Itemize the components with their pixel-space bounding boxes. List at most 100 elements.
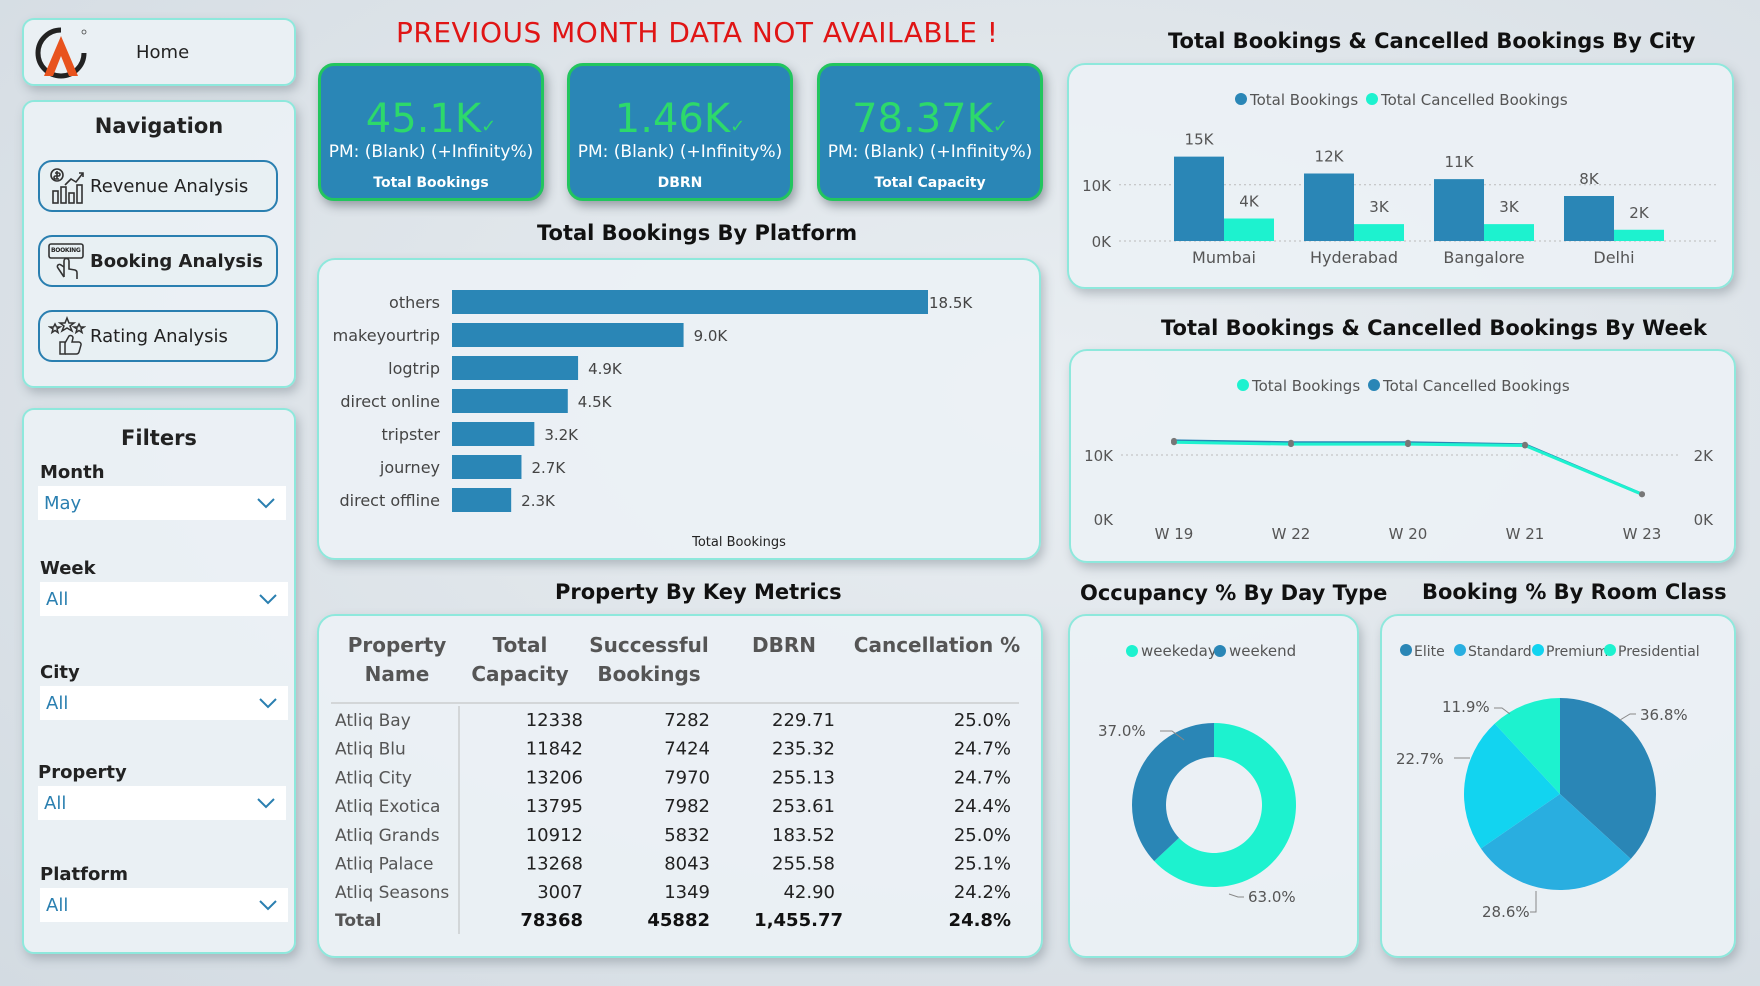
city-bar-chart: Total Bookings Total Cancelled Bookings 0K…	[1082, 91, 1719, 267]
filter-month-value: May	[44, 492, 82, 514]
kpi-dbrn: 1.46K✓ PM: (Blank) (+Infinity%) DBRN	[567, 63, 793, 201]
table-cell: 235.32	[772, 739, 835, 760]
table-cell-property: Atliq Seasons	[335, 883, 449, 903]
table-cell-property: Atliq Grands	[335, 826, 440, 846]
city-data-label: 4K	[1239, 193, 1260, 211]
platform-category-label: logtrip	[388, 359, 440, 378]
platform-data-label: 18.5K	[929, 294, 973, 312]
table-cell-property: Atliq Palace	[335, 855, 434, 875]
roomclass-pie-chart: Elite Standard Premium Presidential 36.8% 28.…	[1396, 644, 1700, 921]
legend-label: Total Cancelled Bookings	[1380, 91, 1568, 109]
week-category-label: W 23	[1623, 525, 1662, 543]
legend-label: Total Bookings	[1249, 91, 1358, 109]
city-bar-total-bookings	[1564, 196, 1614, 241]
table-cell: 5832	[664, 825, 710, 846]
filters-panel: Filters Month May Week All City All Prop…	[22, 408, 296, 954]
y-right-tick-label: 0K	[1694, 511, 1715, 529]
nav-revenue-analysis-button[interactable]: Revenue Analysis	[38, 160, 278, 212]
city-bar-cancelled-bookings	[1224, 218, 1274, 241]
legend-label: weekend	[1229, 642, 1296, 660]
booking-badge-text: BOOKING	[51, 247, 81, 254]
table-cell-property: Atliq Blu	[335, 740, 406, 760]
label-leader-line	[1160, 730, 1185, 741]
city-category-label: Delhi	[1593, 248, 1634, 267]
city-category-label: Hyderabad	[1310, 248, 1398, 267]
week-point-total	[1171, 439, 1177, 446]
platform-chart-card: others 18.5K makeyourtrip 9.0K logtrip 4.9K di…	[317, 258, 1041, 560]
table-cell: 255.58	[772, 854, 835, 875]
platform-category-label: direct offline	[339, 491, 440, 510]
legend-marker	[1532, 644, 1544, 656]
previous-month-warning: PREVIOUS MONTH DATA NOT AVAILABLE !	[396, 16, 999, 49]
legend-label: Total Cancelled Bookings	[1382, 377, 1570, 395]
platform-category-label: makeyourtrip	[333, 326, 440, 345]
occupancy-slice-weekend	[1132, 723, 1214, 862]
occupancy-slice-weekeday	[1154, 723, 1296, 887]
roomclass-chart-card: Elite Standard Premium Presidential 36.8% 28.…	[1380, 614, 1736, 958]
y-tick-label: 0K	[1092, 233, 1113, 251]
nav-rating-analysis-button[interactable]: Rating Analysis	[38, 310, 278, 362]
table-header: Capacity	[471, 662, 568, 686]
kpi-label: Total Bookings	[373, 175, 489, 191]
table-header: Name	[365, 662, 430, 686]
table-header: Property	[348, 633, 447, 657]
roomclass-data-label: 36.8%	[1640, 706, 1688, 724]
platform-bar	[452, 488, 512, 512]
legend-marker	[1214, 645, 1226, 657]
roomclass-data-label: 11.9%	[1442, 698, 1490, 716]
label-leader-line	[1619, 713, 1636, 721]
table-header: Bookings	[597, 662, 700, 686]
week-chart-card: Total Bookings Total Cancelled Bookings 10…	[1069, 349, 1736, 563]
filter-city-dropdown[interactable]: All	[40, 686, 288, 720]
chevron-down-icon	[256, 493, 276, 514]
chevron-down-icon	[258, 693, 278, 714]
kpi-total-capacity: 78.37K✓ PM: (Blank) (+Infinity%) Total C…	[817, 63, 1043, 201]
week-line-cancelled-bookings	[1173, 439, 1643, 496]
home-card[interactable]: Home	[22, 18, 296, 86]
filter-month-dropdown[interactable]: May	[38, 486, 286, 520]
week-line-chart: Total Bookings Total Cancelled Bookings 10…	[1084, 377, 1715, 543]
legend-label: Presidential	[1618, 644, 1700, 660]
filter-week-dropdown[interactable]: All	[40, 582, 288, 616]
filter-week-label: Week	[40, 558, 96, 579]
table-cell: 24.2%	[954, 882, 1011, 903]
week-point-total	[1288, 441, 1294, 448]
y-right-tick-label: 2K	[1694, 447, 1715, 465]
platform-bar	[452, 455, 522, 479]
week-category-label: W 21	[1506, 525, 1545, 543]
filter-platform-dropdown[interactable]: All	[40, 888, 288, 922]
city-chart-card: Total Bookings Total Cancelled Bookings 0K…	[1067, 63, 1734, 289]
nav-booking-analysis-button[interactable]: BOOKING Booking Analysis	[38, 235, 278, 287]
city-bar-cancelled-bookings	[1484, 224, 1534, 241]
chevron-down-icon	[258, 895, 278, 916]
platform-bar	[452, 422, 535, 446]
roomclass-data-label: 22.7%	[1396, 750, 1444, 768]
platform-data-label: 2.3K	[521, 492, 556, 510]
rating-stars-icon	[48, 316, 86, 356]
platform-chart-title: Total Bookings By Platform	[537, 221, 858, 245]
week-point-total	[1522, 442, 1528, 449]
table-header: DBRN	[752, 633, 816, 657]
platform-data-label: 2.7K	[531, 459, 566, 477]
legend-marker	[1366, 93, 1378, 105]
city-data-label: 2K	[1629, 204, 1650, 222]
revenue-chart-icon	[48, 166, 86, 206]
filter-property-dropdown[interactable]: All	[38, 786, 286, 820]
kpi-total-bookings: 45.1K✓ PM: (Blank) (+Infinity%) Total Bo…	[318, 63, 544, 201]
city-bar-total-bookings	[1304, 173, 1354, 241]
label-leader-line	[1530, 891, 1537, 913]
filter-property-value: All	[44, 792, 67, 814]
roomclass-slice-presidential	[1494, 698, 1560, 794]
platform-data-label: 4.5K	[578, 393, 613, 411]
platform-data-label: 9.0K	[694, 327, 729, 345]
city-bar-cancelled-bookings	[1354, 224, 1404, 241]
city-data-label: 15K	[1185, 131, 1215, 149]
roomclass-data-label: 28.6%	[1482, 903, 1530, 921]
city-chart-title: Total Bookings & Cancelled Bookings By C…	[1168, 29, 1696, 53]
platform-bar	[452, 290, 928, 314]
week-point-total	[1639, 491, 1645, 498]
week-point-total	[1405, 441, 1411, 448]
platform-x-axis-label: Total Bookings	[691, 535, 786, 550]
table-cell: 25.0%	[954, 825, 1011, 846]
check-icon: ✓	[992, 116, 1008, 137]
